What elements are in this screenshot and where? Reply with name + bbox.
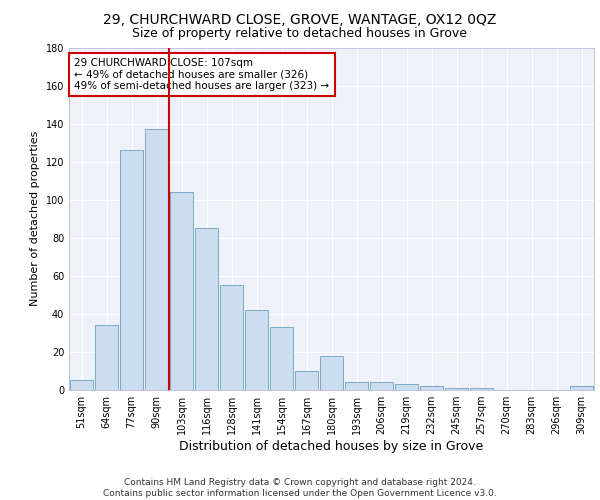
- Bar: [295, 371, 318, 390]
- Text: 29 CHURCHWARD CLOSE: 107sqm
← 49% of detached houses are smaller (326)
49% of se: 29 CHURCHWARD CLOSE: 107sqm ← 49% of det…: [74, 58, 329, 91]
- Text: Contains HM Land Registry data © Crown copyright and database right 2024.
Contai: Contains HM Land Registry data © Crown c…: [103, 478, 497, 498]
- Bar: [195, 228, 218, 390]
- Bar: [345, 382, 368, 390]
- Bar: [70, 380, 93, 390]
- Bar: [370, 382, 393, 390]
- Y-axis label: Number of detached properties: Number of detached properties: [30, 131, 40, 306]
- Bar: [245, 310, 268, 390]
- Bar: [395, 384, 418, 390]
- Bar: [145, 130, 168, 390]
- Bar: [270, 327, 293, 390]
- Text: 29, CHURCHWARD CLOSE, GROVE, WANTAGE, OX12 0QZ: 29, CHURCHWARD CLOSE, GROVE, WANTAGE, OX…: [103, 12, 497, 26]
- Bar: [170, 192, 193, 390]
- Bar: [470, 388, 493, 390]
- X-axis label: Distribution of detached houses by size in Grove: Distribution of detached houses by size …: [179, 440, 484, 453]
- Bar: [220, 286, 243, 390]
- Text: Size of property relative to detached houses in Grove: Size of property relative to detached ho…: [133, 28, 467, 40]
- Bar: [120, 150, 143, 390]
- Bar: [320, 356, 343, 390]
- Bar: [95, 326, 118, 390]
- Bar: [420, 386, 443, 390]
- Bar: [570, 386, 593, 390]
- Bar: [445, 388, 468, 390]
